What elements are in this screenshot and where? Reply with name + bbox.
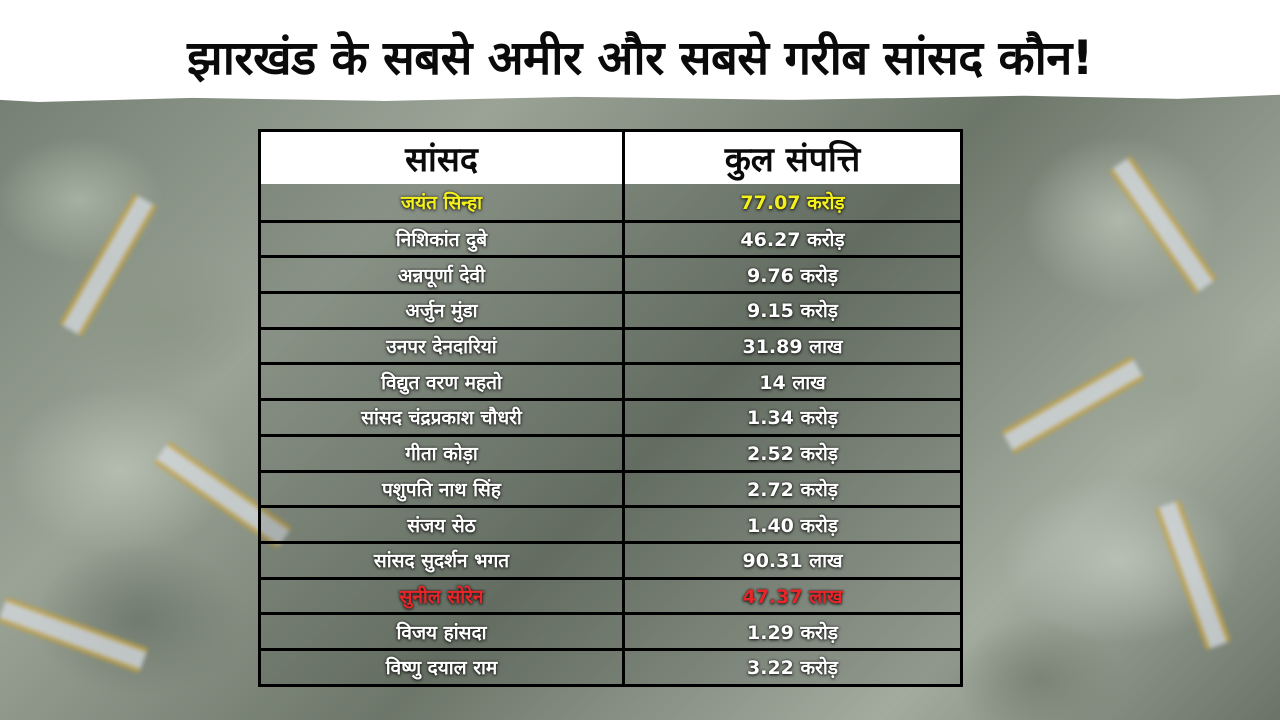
total-assets-cell: 1.29 करोड़ xyxy=(747,621,838,644)
total-assets-cell: 1.40 करोड़ xyxy=(747,514,838,537)
total-assets-cell: 2.52 करोड़ xyxy=(747,443,838,466)
total-assets-cell: 9.76 करोड़ xyxy=(747,264,838,287)
table-row: जयंत सिन्हा 77.07 करोड़ xyxy=(261,184,960,220)
mp-name-cell: विद्युत वरण महतो xyxy=(261,365,625,399)
column-header-total-assets: कुल संपत्ति xyxy=(724,140,861,180)
total-assets-cell: 77.07 करोड़ xyxy=(740,191,845,214)
mp-assets-table: सांसद कुल संपत्ति जयंत सिन्हा 77.07 करोड़… xyxy=(258,129,963,687)
table-row: संजय सेठ 1.40 करोड़ xyxy=(261,505,960,541)
mp-name-cell: पशुपति नाथ सिंह xyxy=(261,472,625,506)
table-row: सुनील सोरेन 47.37 लाख xyxy=(261,576,960,613)
total-assets-cell: 1.34 करोड़ xyxy=(747,407,838,430)
mp-name-cell: संजय सेठ xyxy=(261,508,625,541)
table-row: विद्युत वरण महतो 14 लाख xyxy=(261,362,960,399)
page-title: झारखंड के सबसे अमीर और सबसे गरीब सांसद क… xyxy=(187,31,1093,86)
mp-name-cell: सांसद चंद्रप्रकाश चौधरी xyxy=(261,401,625,434)
total-assets-cell: 3.22 करोड़ xyxy=(747,657,838,680)
table-row: गीता कोड़ा 2.52 करोड़ xyxy=(261,433,960,470)
total-assets-cell: 2.72 करोड़ xyxy=(747,478,838,501)
mp-name-cell: सांसद सुदर्शन भगत xyxy=(261,543,625,577)
table-row: अन्नपूर्णा देवी 9.76 करोड़ xyxy=(261,255,960,292)
table-row: अर्जुन मुंडा 9.15 करोड़ xyxy=(261,291,960,327)
table-row: सांसद सुदर्शन भगत 90.31 लाख xyxy=(261,540,960,577)
mp-name-cell: निशिकांत दुबे xyxy=(261,222,625,256)
total-assets-cell: 31.89 लाख xyxy=(742,336,843,359)
total-assets-cell: 46.27 करोड़ xyxy=(740,229,845,252)
mp-name-cell: उनपर देनदारियां xyxy=(261,329,625,363)
table-row: उनपर देनदारियां 31.89 लाख xyxy=(261,326,960,363)
table-row: पशुपति नाथ सिंह 2.72 करोड़ xyxy=(261,469,960,506)
total-assets-cell: 9.15 करोड़ xyxy=(747,300,838,323)
mp-name-cell: विजय हांसदा xyxy=(261,615,625,648)
mp-name-cell: सुनील सोरेन xyxy=(261,579,625,613)
table-header-row: सांसद कुल संपत्ति xyxy=(261,132,960,184)
total-assets-cell: 90.31 लाख xyxy=(742,550,843,573)
mp-name-cell: विष्णु दयाल राम xyxy=(261,650,625,684)
mp-name-cell: जयंत सिन्हा xyxy=(261,184,625,220)
table-row: विजय हांसदा 1.29 करोड़ xyxy=(261,612,960,648)
total-assets-cell: 14 लाख xyxy=(759,371,826,394)
mp-name-cell: अन्नपूर्णा देवी xyxy=(261,258,625,292)
column-header-mp: सांसद xyxy=(261,132,625,184)
mp-name-cell: गीता कोड़ा xyxy=(261,436,625,470)
mp-name-cell: अर्जुन मुंडा xyxy=(261,294,625,327)
total-assets-cell: 47.37 लाख xyxy=(742,585,843,608)
table-row: विष्णु दयाल राम 3.22 करोड़ xyxy=(261,647,960,684)
table-row: सांसद चंद्रप्रकाश चौधरी 1.34 करोड़ xyxy=(261,398,960,434)
table-row: निशिकांत दुबे 46.27 करोड़ xyxy=(261,219,960,256)
title-banner xyxy=(0,0,1280,102)
